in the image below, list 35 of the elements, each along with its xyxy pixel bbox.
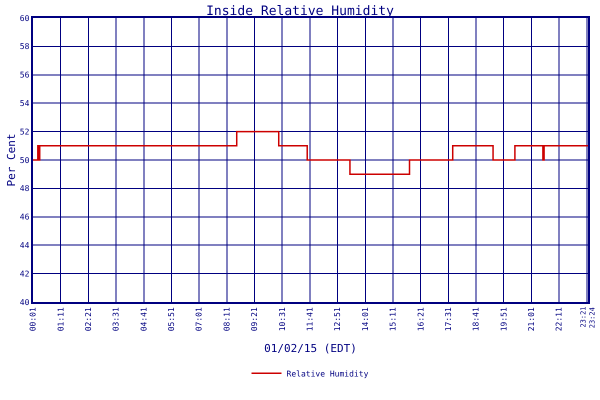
x-tick-label: 16:21 [416,307,426,332]
chart-title: Inside Relative Humidity [206,4,394,20]
y-tick-label: 42 [20,269,30,278]
y-tick-label: 56 [20,70,30,80]
x-tick-label: 08:11 [222,307,232,332]
x-tick-label: 22:11 [554,307,564,332]
x-tick-label: 10:31 [278,307,287,332]
x-tick-label: 03:31 [112,307,121,332]
x-tick-label: 02:21 [84,307,93,332]
y-tick-label: 52 [20,127,30,136]
x-tick-label: 11:41 [306,307,315,332]
x-tick-label: 18:41 [472,307,481,332]
y-tick-label: 60 [20,14,30,23]
legend-label: Relative Humidity [286,369,369,378]
x-tick-label: 12:51 [333,307,342,332]
x-tick-label: 19:51 [499,307,508,332]
x-tick-label: 07:01 [194,307,204,332]
y-tick-label: 44 [20,241,30,250]
y-tick-label: 48 [20,184,30,194]
x-tick-label: 14:01 [360,307,370,332]
x-tick-label: 21:01 [527,307,536,332]
x-tick-label: 00:01 [28,307,38,332]
x-tick-label: 05:51 [167,307,176,332]
x-tick-label: 04:41 [139,307,148,332]
x-tick-label: 09:21 [250,307,260,332]
y-tick-label: 40 [20,298,30,307]
y-tick-label: 46 [20,212,30,222]
y-tick-label: 58 [20,42,30,52]
y-axis-title: Per Cent [4,134,18,186]
x-tick-label: 15:11 [388,307,398,332]
x-tick-label: 01:11 [56,307,66,332]
y-tick-label: 50 [20,156,30,165]
y-tick-label: 54 [20,99,30,108]
x-axis-title: 01/02/15 (EDT) [264,342,357,355]
x-tick-label: 17:31 [444,307,453,332]
